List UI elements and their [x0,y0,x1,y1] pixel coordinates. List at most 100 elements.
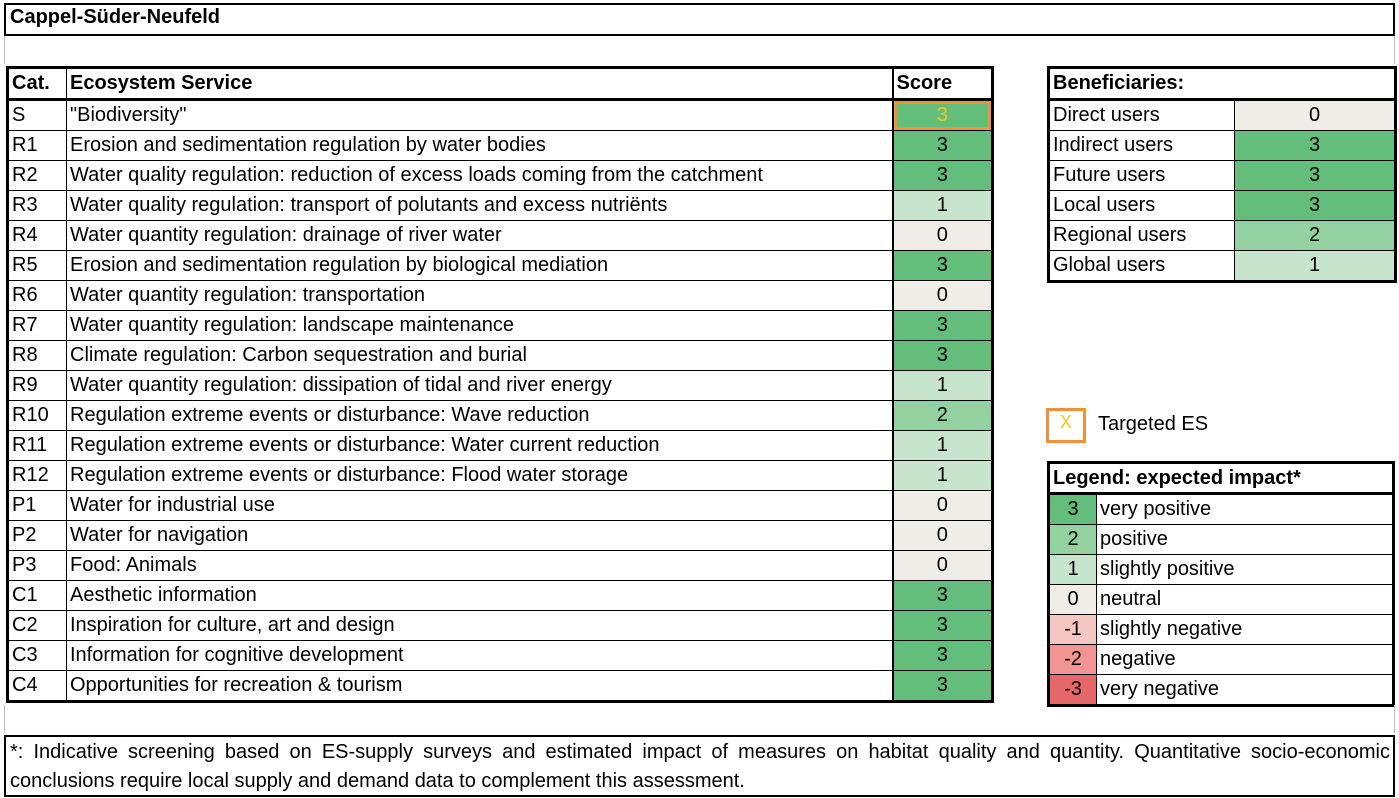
score-cell: 3 [891,130,993,161]
legend-swatch: -2 [1048,644,1097,675]
beneficiaries-table: Beneficiaries: Direct users 0 Indirect use… [1047,66,1397,283]
legend-label: very positive [1096,493,1394,525]
score-cell: 0 [891,490,993,521]
beneficiary-name: Regional users [1048,220,1235,251]
cat-cell: R9 [7,370,67,401]
table-row: P3 Food: Animals 0 [7,550,993,581]
table-row: R1 Erosion and sedimentation regulation b… [7,130,993,161]
table-row: R4 Water quantity regulation: drainage of… [7,220,993,251]
legend-item: 0 neutral [1048,584,1394,615]
service-cell: Water for industrial use [66,490,893,521]
service-cell: Regulation extreme events or disturbance… [66,400,893,431]
cat-cell: P2 [7,520,67,551]
service-cell: Water quantity regulation: dissipation o… [66,370,893,401]
header-service: Ecosystem Service [66,67,893,101]
footnote-box [4,735,1395,797]
score-cell: 3 [891,670,993,702]
beneficiary-value: 1 [1234,250,1396,282]
beneficiary-name: Local users [1048,190,1235,221]
legend-swatch: 3 [1048,493,1097,525]
score-cell: 3 [891,580,993,611]
score-cell: 3 [891,99,993,131]
beneficiaries-header-row: Beneficiaries: [1048,67,1396,101]
table-row: S "Biodiversity" 3 [7,99,993,131]
table-row: R8 Climate regulation: Carbon sequestrati… [7,340,993,371]
legend-item: 1 slightly positive [1048,554,1394,585]
table-row: R6 Water quantity regulation: transportat… [7,280,993,311]
beneficiary-value: 2 [1234,220,1396,251]
table-row: C3 Information for cognitive development 3 [7,640,993,671]
cat-cell: R1 [7,130,67,161]
service-cell: Water for navigation [66,520,893,551]
score-cell: 0 [891,520,993,551]
cat-cell: C3 [7,640,67,671]
cat-cell: P1 [7,490,67,521]
score-cell: 3 [891,160,993,191]
service-cell: Regulation extreme events or disturbance… [66,460,893,491]
table-row: R2 Water quality regulation: reduction of… [7,160,993,191]
score-cell: 1 [891,460,993,491]
legend-swatch: -3 [1048,674,1097,706]
service-cell: Food: Animals [66,550,893,581]
service-cell: Regulation extreme events or disturbance… [66,430,893,461]
cat-cell: R2 [7,160,67,191]
legend-header: Legend: expected impact* [1048,462,1394,495]
beneficiaries-header: Beneficiaries: [1048,67,1396,101]
cat-cell: C2 [7,610,67,641]
legend-swatch: 2 [1048,524,1097,555]
spacer-row [4,36,1395,64]
score-cell: 3 [891,250,993,281]
legend-swatch: 1 [1048,554,1097,585]
service-cell: Climate regulation: Carbon sequestration… [66,340,893,371]
table-row: C4 Opportunities for recreation & tourism… [7,670,993,702]
service-cell: Inspiration for culture, art and design [66,610,893,641]
beneficiary-name: Global users [1048,250,1235,282]
legend-label: positive [1096,524,1394,555]
score-cell: 3 [891,640,993,671]
cat-cell: R11 [7,430,67,461]
footnote: *: Indicative screening based on ES-supp… [10,741,1390,792]
beneficiary-name: Future users [1048,160,1235,191]
cat-cell: P3 [7,550,67,581]
beneficiary-row: Indirect users 3 [1048,130,1396,161]
table-row: R7 Water quantity regulation: landscape m… [7,310,993,341]
beneficiaries-body: Direct users 0 Indirect users 3 Future users… [1048,99,1396,282]
cat-cell: S [7,99,67,131]
ecosystem-service-table: Cat. Ecosystem Service Score S "Biodivers… [6,66,994,703]
beneficiary-name: Direct users [1048,99,1235,131]
service-cell: Water quantity regulation: transportatio… [66,280,893,311]
beneficiary-row: Local users 3 [1048,190,1396,221]
cat-cell: C4 [7,670,67,702]
es-table-body: S "Biodiversity" 3 R1 Erosion and sedimentat… [7,99,993,702]
table-row: R9 Water quantity regulation: dissipation… [7,370,993,401]
table-row: P1 Water for industrial use 0 [7,490,993,521]
score-cell: 3 [891,610,993,641]
service-cell: Water quantity regulation: landscape mai… [66,310,893,341]
cat-cell: R8 [7,340,67,371]
score-cell: 1 [891,430,993,461]
cat-cell: R5 [7,250,67,281]
table-row: C2 Inspiration for culture, art and desig… [7,610,993,641]
targeted-es-swatch [1046,408,1086,443]
beneficiary-name: Indirect users [1048,130,1235,161]
cat-cell: R3 [7,190,67,221]
score-cell: 1 [891,370,993,401]
service-cell: Erosion and sedimentation regulation by … [66,250,893,281]
legend-item: 3 very positive [1048,493,1394,525]
service-cell: Information for cognitive development [66,640,893,671]
score-cell: 3 [891,310,993,341]
legend-label: negative [1096,644,1394,675]
page-title: Cappel-Süder-Neufeld [10,6,221,28]
legend-swatch: -1 [1048,614,1097,645]
score-cell: 0 [891,220,993,251]
cat-cell: R10 [7,400,67,431]
score-cell: 0 [891,550,993,581]
legend-item: -1 slightly negative [1048,614,1394,645]
score-cell: 3 [891,340,993,371]
spacer-row [4,705,1395,733]
beneficiary-row: Future users 3 [1048,160,1396,191]
cat-cell: R6 [7,280,67,311]
service-cell: Aesthetic information [66,580,893,611]
service-cell: Erosion and sedimentation regulation by … [66,130,893,161]
cat-cell: R12 [7,460,67,491]
